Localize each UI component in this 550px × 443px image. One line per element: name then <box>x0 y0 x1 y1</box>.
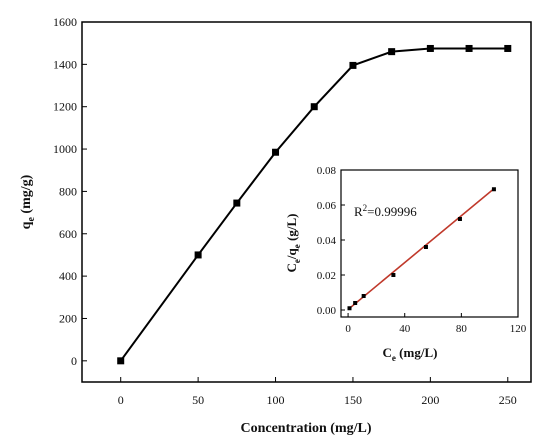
main-y-ticks: 0 200 400 600 800 1000 1200 1400 1600 <box>53 15 87 368</box>
y-tick-label: 1000 <box>53 142 77 156</box>
data-point <box>504 44 512 52</box>
data-point <box>353 301 358 305</box>
data-point <box>117 357 125 365</box>
inset-x-axis-title-unit: (mg/L) <box>396 345 438 360</box>
inset-r2-annotation: R2=0.99996 <box>354 203 417 219</box>
inset-plot-frame <box>340 169 519 318</box>
y-tick-label: 0.06 <box>317 200 337 212</box>
data-point <box>347 306 352 311</box>
main-y-axis-title-sub: e <box>26 217 37 222</box>
x-tick-label: 40 <box>399 323 411 335</box>
y-tick-label: 0.02 <box>317 270 336 282</box>
data-point <box>361 294 366 298</box>
inset-y-title-sub2: e <box>292 244 302 248</box>
inset-x-ticks: 0 40 80 120 <box>345 313 527 335</box>
main-series <box>117 44 512 365</box>
inset-series <box>347 187 496 311</box>
inset-x-axis-title: Ce (mg/L) <box>383 345 438 363</box>
data-point <box>349 61 357 69</box>
data-point <box>272 148 280 156</box>
inset-r2-sup: 2 <box>363 203 368 213</box>
y-tick-label: 400 <box>59 269 77 283</box>
y-tick-label: 1200 <box>53 100 77 114</box>
inset-x-axis-title-sub: e <box>392 353 396 363</box>
y-tick-label: 0.04 <box>317 235 337 247</box>
inset-r2-base: R <box>354 204 363 219</box>
data-point <box>391 273 396 277</box>
x-tick-label: 0 <box>345 323 351 335</box>
main-y-axis-title-unit: (mg/g) <box>19 174 34 217</box>
y-tick-label: 0 <box>71 354 77 368</box>
x-tick-label: 250 <box>499 393 517 407</box>
inset-y-title-q: /q <box>284 247 299 260</box>
data-point <box>457 217 462 221</box>
y-tick-label: 600 <box>59 227 77 241</box>
main-x-axis-title: Concentration (mg/L) <box>240 421 371 436</box>
inset-y-ticks: 0.00 0.02 0.04 0.06 0.08 <box>317 165 345 317</box>
y-tick-label: 0.00 <box>317 305 337 317</box>
y-tick-label: 200 <box>59 311 77 325</box>
data-point <box>423 245 428 249</box>
data-point <box>194 251 202 259</box>
main-y-axis-title: qe (mg/g) <box>19 174 37 229</box>
x-tick-label: 100 <box>267 393 285 407</box>
inset-x-axis-title-c: C <box>383 345 392 360</box>
data-point <box>465 44 473 52</box>
inset-r2-value: =0.99996 <box>367 204 417 219</box>
inset-y-title-sub1: e <box>292 259 302 263</box>
inset-y-axis-title: Ce/qe (g/L) <box>284 214 302 273</box>
data-point <box>426 44 434 52</box>
x-tick-label: 0 <box>118 393 124 407</box>
x-tick-label: 80 <box>456 323 468 335</box>
inset-y-title-unit: (g/L) <box>284 214 299 245</box>
y-tick-label: 1600 <box>53 15 77 29</box>
x-tick-label: 120 <box>510 323 527 335</box>
x-tick-label: 200 <box>421 393 439 407</box>
main-plot-frame <box>81 21 532 383</box>
series-line <box>119 47 508 362</box>
data-point <box>233 199 241 207</box>
x-tick-label: 150 <box>344 393 362 407</box>
data-point <box>491 187 496 192</box>
inset-chart: 0.00 0.02 0.04 0.06 0.08 0 40 80 120 R2=0.99996… <box>284 165 527 363</box>
inset-y-title-c: C <box>284 263 299 272</box>
fit-line <box>347 188 495 311</box>
main-x-ticks: 0 50 100 150 200 250 <box>118 377 517 407</box>
x-tick-label: 50 <box>192 393 204 407</box>
y-tick-label: 800 <box>59 184 77 198</box>
main-y-axis-title-q: q <box>19 221 34 229</box>
data-point <box>388 48 396 56</box>
y-tick-label: 1400 <box>53 57 77 71</box>
data-point <box>310 103 318 111</box>
y-tick-label: 0.08 <box>317 165 337 177</box>
